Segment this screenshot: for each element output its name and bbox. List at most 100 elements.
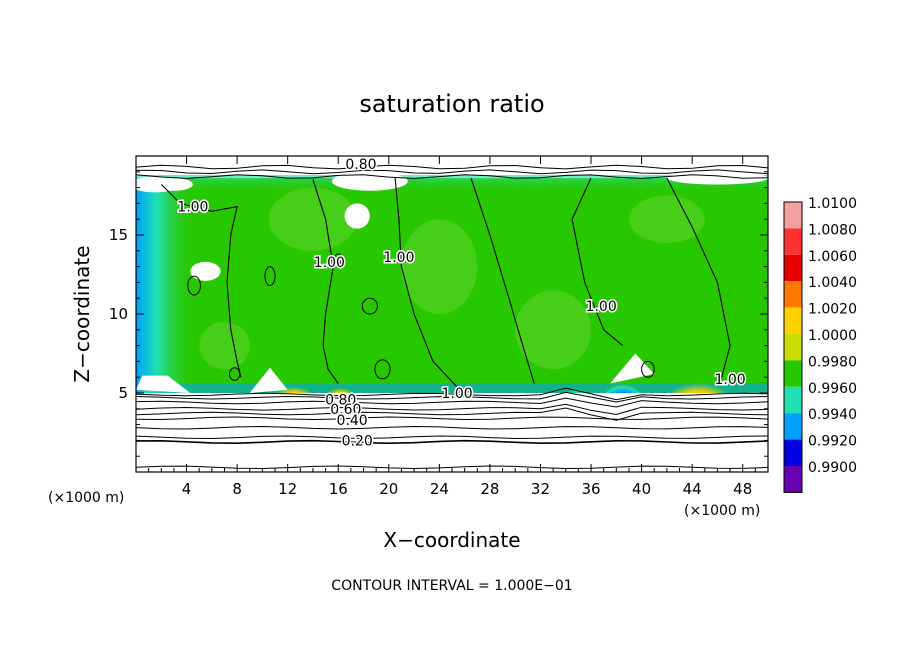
field-top-blank: [136, 156, 768, 174]
field-patch: [401, 219, 478, 314]
white-patch: [610, 353, 655, 384]
contour-labels: 0.801.001.00 1.001.001.001.000.800.600.40…: [176, 155, 747, 451]
x-tick-label: 40: [632, 480, 651, 498]
y-tick-label: 5: [118, 384, 128, 402]
contour-interval-note: CONTOUR INTERVAL = 1.000E−01: [331, 578, 573, 594]
contour-low-level: [136, 407, 768, 421]
contour-closed: [229, 367, 241, 381]
x-tick-label: 20: [379, 480, 398, 498]
x-tick-label: 4: [182, 480, 192, 498]
contour-label: 0.40: [337, 413, 368, 429]
contour-label: 0.60: [330, 402, 361, 418]
saturation-field: [136, 156, 768, 472]
x-tick-label: 32: [531, 480, 550, 498]
contour-label: 1.00: [177, 200, 208, 216]
field-patch: [268, 187, 358, 251]
contour-1-00: [571, 177, 623, 347]
x-tick-label: 28: [480, 480, 499, 498]
field-patch: [515, 290, 592, 370]
contour-1-00: [666, 177, 731, 384]
white-patch: [344, 203, 370, 229]
y-tick-label: 10: [109, 305, 128, 323]
field-left-gradient: [136, 178, 196, 393]
field-patch: [199, 321, 250, 370]
colorbar-swatch: [784, 439, 802, 466]
colorbar-label: 0.9960: [808, 381, 857, 397]
contour-low-level: [136, 435, 768, 440]
colorbar-label: 0.9900: [808, 460, 857, 476]
colorbar-label: 0.9920: [808, 434, 857, 450]
colorbar-swatch: [784, 307, 802, 334]
contour-1-00: [470, 177, 535, 384]
contour-label: 0.20: [342, 433, 373, 449]
chart-title: saturation ratio: [359, 90, 545, 118]
contour-closed: [641, 360, 655, 378]
colorbar-label: 1.0100: [808, 196, 857, 212]
contour-low-level: [136, 397, 768, 408]
x-unit-label-left: (×1000 m): [48, 490, 125, 506]
colorbar-label: 1.0060: [808, 249, 857, 265]
contour-low-level: [136, 416, 768, 421]
contour-label: 0.80: [325, 392, 356, 408]
colorbar-label: 1.0000: [808, 328, 857, 344]
contour-closed: [374, 359, 391, 380]
colorbar-label: 0.9940: [808, 407, 857, 423]
contour-label: 1.00: [314, 255, 345, 271]
contour-closed: [361, 297, 378, 315]
colorbar-swatch: [784, 254, 802, 282]
contour-label: 1.00: [441, 386, 472, 402]
contour-low-level: [136, 403, 768, 416]
colorbar-swatch: [784, 228, 802, 255]
white-patch: [249, 367, 288, 393]
colorbar-swatch: [784, 334, 802, 361]
y-tick-label: 15: [109, 226, 128, 244]
contour-low-level: [136, 391, 768, 403]
y-axis-label: Z−coordinate: [70, 245, 94, 383]
colorbar-swatch: [784, 202, 802, 229]
x-tick-label: 12: [278, 480, 297, 498]
contour-1-00: [394, 178, 459, 389]
contour-label: 0.80: [345, 157, 376, 173]
colorbar-swatch: [784, 360, 802, 387]
contour-upper: [136, 164, 768, 170]
x-tick-label: 8: [232, 480, 242, 498]
y-axis-ticks: 5 10 15: [109, 171, 768, 457]
white-patch: [136, 375, 191, 393]
contour-low-level: [136, 439, 768, 445]
x-axis-ticks: 4 8 12 16 20 24 28 32 36 40 44 48: [148, 156, 756, 498]
x-tick-label: 44: [683, 480, 702, 498]
colorbar-swatch: [784, 466, 802, 493]
white-patch: [331, 171, 408, 191]
contour-label: 1.00: [383, 250, 414, 266]
white-patch: [154, 178, 193, 191]
contour-label: 1.00: [586, 299, 617, 315]
x-tick-label: 16: [329, 480, 348, 498]
colorbar-label: 0.9980: [808, 354, 857, 370]
field-patch: [628, 195, 705, 243]
contour-closed: [264, 266, 276, 287]
contour-low-level: [136, 425, 768, 430]
field-bottom-blank: [136, 393, 768, 472]
contour-closed: [333, 253, 343, 264]
colorbar-label: 1.0020: [808, 302, 857, 318]
colorbar-swatch: [784, 281, 802, 308]
contour-1-00: [312, 179, 339, 384]
contour-closed: [187, 275, 201, 296]
contour-lines: [136, 164, 768, 470]
contour-upper: [136, 169, 768, 175]
x-tick-label: 24: [430, 480, 449, 498]
colorbar-swatch: [784, 413, 802, 440]
contour-low-level: [136, 465, 768, 470]
contour-1-00: [160, 184, 242, 378]
contour-label: 1.00: [714, 372, 745, 388]
contour-low-level: [136, 387, 768, 401]
colorbar-label: 1.0080: [808, 222, 857, 238]
white-patch: [190, 261, 221, 281]
field-top-band: [136, 174, 768, 193]
field-bottom-strip: [136, 383, 768, 393]
x-tick-label: 48: [733, 480, 752, 498]
x-unit-label-right: (×1000 m): [684, 503, 761, 519]
colorbar-swatch: [784, 386, 802, 414]
